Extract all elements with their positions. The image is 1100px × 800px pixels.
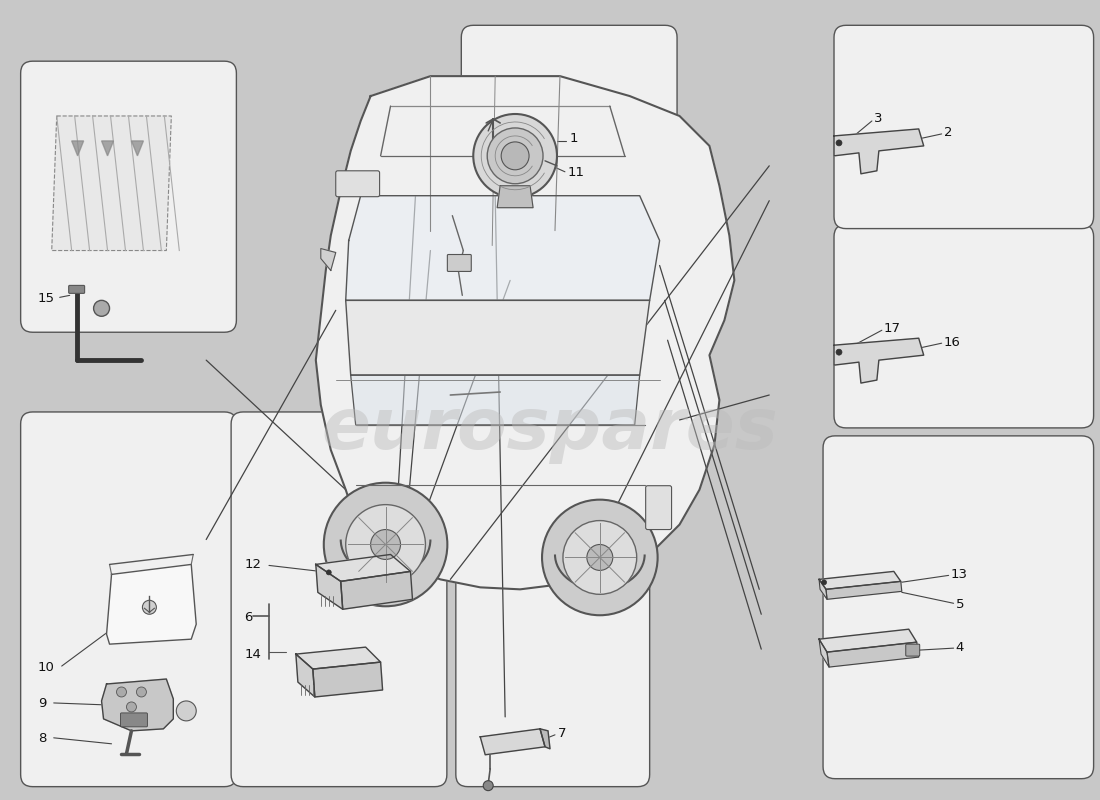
Polygon shape [316,76,735,590]
Circle shape [483,781,493,790]
Text: 9: 9 [37,698,46,710]
Polygon shape [52,116,172,250]
Circle shape [836,140,842,146]
Text: 4: 4 [956,641,964,654]
Polygon shape [101,679,174,731]
FancyBboxPatch shape [823,436,1093,778]
Text: 14: 14 [244,648,261,661]
Text: 12: 12 [244,558,261,571]
FancyBboxPatch shape [834,26,1093,229]
FancyBboxPatch shape [646,486,672,530]
Text: 6: 6 [244,610,252,624]
FancyBboxPatch shape [21,61,236,332]
Polygon shape [820,639,829,667]
Text: 17: 17 [883,322,901,334]
Circle shape [487,128,543,184]
Polygon shape [72,141,84,156]
FancyBboxPatch shape [455,563,650,786]
Polygon shape [296,647,381,669]
Text: 11: 11 [568,166,585,179]
Text: 16: 16 [944,336,960,349]
Text: 8: 8 [37,732,46,746]
Polygon shape [132,141,143,156]
Circle shape [371,530,400,559]
Polygon shape [321,249,336,270]
Polygon shape [826,582,902,599]
Polygon shape [341,571,412,610]
Circle shape [142,600,156,614]
Polygon shape [296,654,315,697]
Circle shape [502,142,529,170]
Text: 13: 13 [950,568,968,581]
FancyBboxPatch shape [834,225,1093,428]
Polygon shape [827,642,918,667]
Polygon shape [101,141,113,156]
Text: 10: 10 [37,661,55,674]
Text: 1: 1 [570,133,579,146]
Text: 3: 3 [873,113,882,126]
Text: eurospares: eurospares [321,395,779,464]
Polygon shape [820,571,901,590]
Circle shape [836,349,842,355]
Text: 15: 15 [37,292,55,305]
FancyBboxPatch shape [121,713,147,727]
Polygon shape [834,338,924,383]
Polygon shape [834,129,924,174]
Polygon shape [316,554,410,582]
Circle shape [327,570,331,575]
FancyBboxPatch shape [231,412,447,786]
Polygon shape [481,729,544,754]
Circle shape [117,687,126,697]
Polygon shape [312,662,383,697]
Circle shape [473,114,557,198]
Circle shape [563,521,637,594]
Polygon shape [540,729,550,749]
Circle shape [345,505,426,584]
Polygon shape [316,565,343,610]
Circle shape [176,701,196,721]
Polygon shape [345,196,660,300]
Polygon shape [107,565,196,644]
Circle shape [126,702,136,712]
FancyBboxPatch shape [21,412,236,786]
FancyBboxPatch shape [905,644,920,656]
Polygon shape [820,630,916,652]
Polygon shape [820,579,827,599]
FancyBboxPatch shape [448,254,471,271]
Circle shape [542,500,658,615]
Text: 7: 7 [558,727,566,740]
FancyBboxPatch shape [336,170,380,197]
Text: 5: 5 [956,598,964,610]
Polygon shape [497,186,534,208]
Polygon shape [351,375,640,425]
Polygon shape [345,300,650,375]
FancyBboxPatch shape [68,286,85,294]
Circle shape [587,545,613,570]
Circle shape [94,300,110,316]
FancyBboxPatch shape [461,26,678,233]
Circle shape [323,482,448,606]
Text: 2: 2 [944,126,953,139]
Circle shape [136,687,146,697]
Circle shape [822,580,826,585]
